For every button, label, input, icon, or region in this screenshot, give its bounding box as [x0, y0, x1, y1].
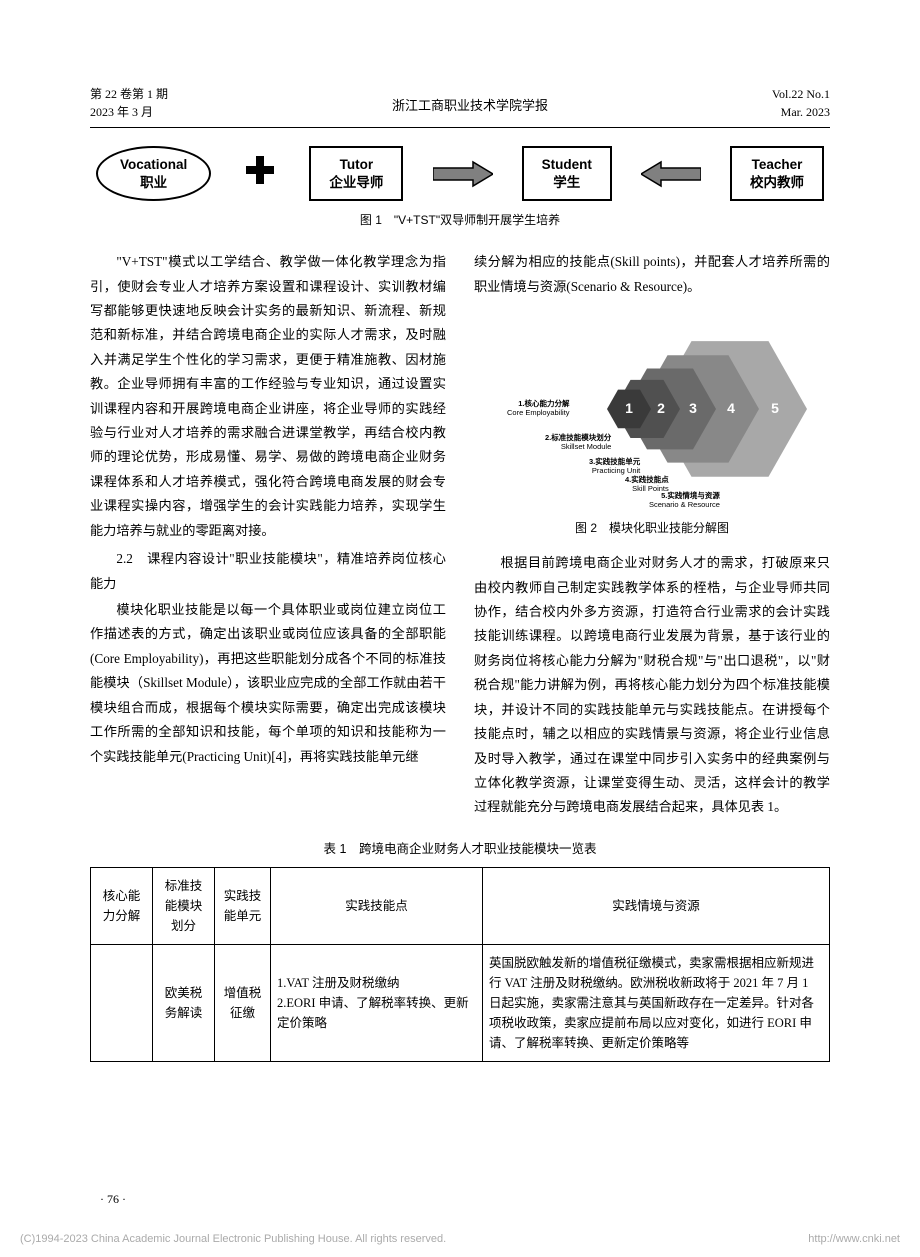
- node-teacher: Teacher 校内教师: [730, 146, 824, 201]
- th-2: 标准技能模块划分: [153, 867, 215, 944]
- cell-5: 英国脱欧触发新的增值税征缴模式，卖家需根据相应新规进行 VAT 注册及财税缴纳。…: [483, 944, 830, 1061]
- node-student-zh: 学生: [542, 174, 592, 192]
- issue-vol-zh: 第 22 卷第 1 期: [90, 85, 168, 103]
- para-1: "V+TST"模式以工学结合、教学做一体化教学理念为指引，使财会专业人才培养方案…: [90, 250, 446, 543]
- header-left: 第 22 卷第 1 期 2023 年 3 月: [90, 85, 168, 121]
- body-columns: "V+TST"模式以工学结合、教学做一体化教学理念为指引，使财会专业人才培养方案…: [90, 250, 830, 822]
- fig2-label-2: 2.标准技能模块划分Skillset Module: [545, 433, 611, 451]
- cell-1: [91, 944, 153, 1061]
- th-5: 实践情境与资源: [483, 867, 830, 944]
- issue-vol-en: Vol.22 No.1: [772, 85, 830, 103]
- cell-2: 欧美税务解读: [153, 944, 215, 1061]
- para-2: 模块化职业技能是以每一个具体职业或岗位建立岗位工作描述表的方式，确定出该职业或岗…: [90, 598, 446, 769]
- node-vocational-en: Vocational: [120, 156, 187, 174]
- cell-3: 增值税征缴: [215, 944, 271, 1061]
- node-vocational-zh: 职业: [120, 174, 187, 192]
- para-4: 根据目前跨境电商企业对财务人才的需求，打破原来只由校内教师自己制定实践教学体系的…: [474, 551, 830, 820]
- table-row: 欧美税务解读 增值税征缴 1.VAT 注册及财税缴纳 2.EORI 申请、了解税…: [91, 944, 830, 1061]
- figure-2-diagram: 5 4 3 2 1 1.核心能力分解Core Employability 2.标…: [497, 309, 807, 509]
- figure-2-caption: 图 2 模块化职业技能分解图: [474, 517, 830, 539]
- arrow-left-icon: [641, 160, 701, 188]
- header-right: Vol.22 No.1 Mar. 2023: [772, 85, 830, 121]
- fig2-label-1: 1.核心能力分解Core Employability: [507, 399, 570, 417]
- node-student-en: Student: [542, 156, 592, 174]
- column-left: "V+TST"模式以工学结合、教学做一体化教学理念为指引，使财会专业人才培养方案…: [90, 250, 446, 822]
- node-student: Student 学生: [522, 146, 612, 201]
- node-teacher-en: Teacher: [750, 156, 804, 174]
- footer-url: http://www.cnki.net: [808, 1233, 900, 1245]
- cell-4: 1.VAT 注册及财税缴纳 2.EORI 申请、了解税率转换、更新定价策略: [271, 944, 483, 1061]
- fig2-label-3: 3.实践技能单元Practicing Unit: [589, 457, 640, 475]
- page-header: 第 22 卷第 1 期 2023 年 3 月 浙江工商职业技术学院学报 Vol.…: [90, 85, 830, 128]
- node-teacher-zh: 校内教师: [750, 174, 804, 192]
- node-tutor-en: Tutor: [329, 156, 383, 174]
- section-2-2-head: 2.2 课程内容设计"职业技能模块"，精准培养岗位核心能力: [90, 547, 446, 596]
- page-number: · 76 ·: [100, 1192, 126, 1207]
- journal-title: 浙江工商职业技术学院学报: [392, 85, 548, 114]
- footer-copyright: (C)1994-2023 China Academic Journal Elec…: [20, 1233, 446, 1245]
- arrow-right-icon: [433, 160, 493, 188]
- column-right: 续分解为相应的技能点(Skill points)，并配套人才培养所需的职业情境与…: [474, 250, 830, 822]
- th-1: 核心能力分解: [91, 867, 153, 944]
- figure-1-diagram: Vocational 职业 Tutor 企业导师 Student 学生 Teac…: [90, 146, 830, 201]
- issue-date-en: Mar. 2023: [772, 103, 830, 121]
- fig2-label-5: 5.实践情境与资源Scenario & Resource: [649, 491, 720, 509]
- hex-1: 1: [607, 387, 651, 431]
- node-tutor-zh: 企业导师: [329, 174, 383, 192]
- table-1-title: 表 1 跨境电商企业财务人才职业技能模块一览表: [90, 838, 830, 857]
- node-tutor: Tutor 企业导师: [309, 146, 403, 201]
- figure-1-caption: 图 1 "V+TST"双导师制开展学生培养: [90, 211, 830, 228]
- th-4: 实践技能点: [271, 867, 483, 944]
- th-3: 实践技能单元: [215, 867, 271, 944]
- node-vocational: Vocational 职业: [96, 146, 211, 201]
- issue-date-zh: 2023 年 3 月: [90, 103, 168, 121]
- table-1: 核心能力分解 标准技能模块划分 实践技能单元 实践技能点 实践情境与资源 欧美税…: [90, 867, 830, 1062]
- para-3: 续分解为相应的技能点(Skill points)，并配套人才培养所需的职业情境与…: [474, 250, 830, 299]
- table-1-head: 核心能力分解 标准技能模块划分 实践技能单元 实践技能点 实践情境与资源: [91, 867, 830, 944]
- plus-icon: [244, 154, 276, 194]
- page-footer: (C)1994-2023 China Academic Journal Elec…: [20, 1233, 900, 1245]
